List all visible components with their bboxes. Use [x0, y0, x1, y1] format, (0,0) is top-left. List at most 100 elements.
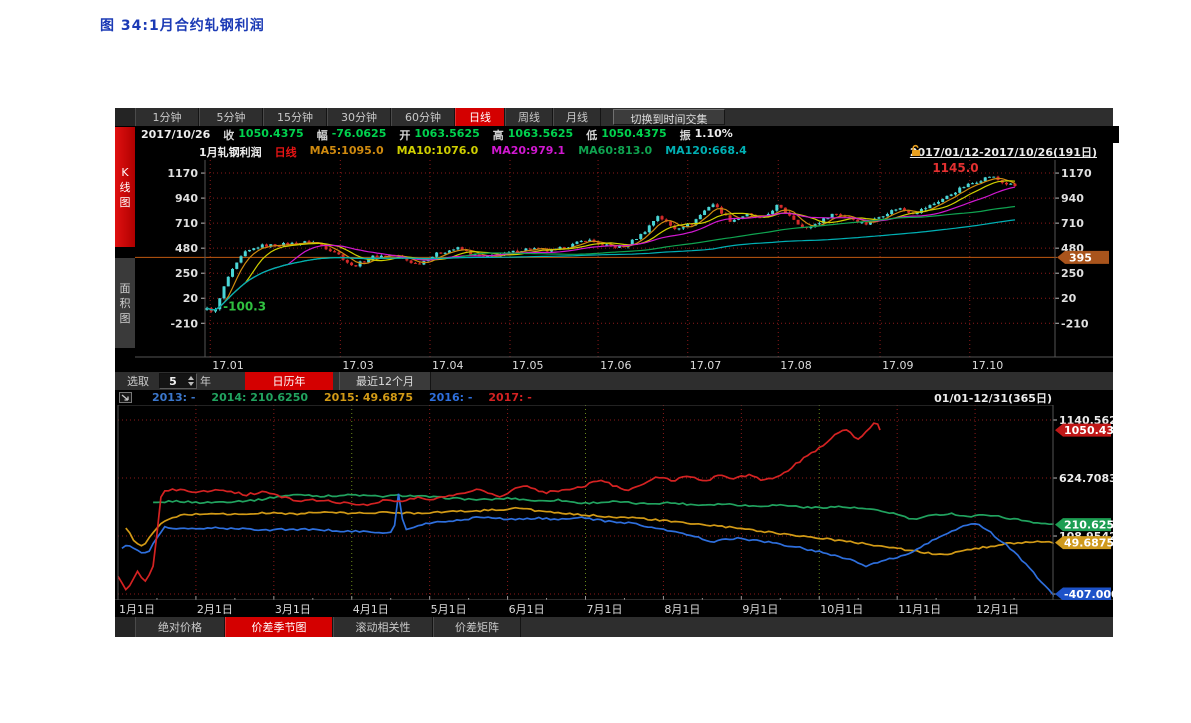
tabbar-spacer [115, 617, 135, 637]
period-tab-日线[interactable]: 日线 [455, 108, 505, 126]
candlestick-legend: 1月轧钢利润 日线 MA5:1095.0 MA10:1076.0 MA20:979.1 M… [199, 144, 747, 160]
view-tab-价差季节图[interactable]: 价差季节图 [225, 617, 333, 637]
xtick-17.04: 17.04 [432, 359, 464, 372]
period-tab-15分钟[interactable]: 15分钟 [263, 108, 327, 126]
high-value: 1063.5625 [507, 126, 574, 140]
candlestick-xaxis: 17.01 17.03 17.04 17.05 17.06 17.07 17.08 17.09… [135, 358, 1113, 372]
period-tab-周线[interactable]: 周线 [505, 108, 553, 126]
years-value: 5 [169, 374, 177, 388]
month-tick-7: 7月1日 [586, 603, 623, 616]
svg-text:624.7083: 624.7083 [1059, 472, 1113, 485]
recent-12-months-button[interactable]: 最近12个月 [339, 372, 431, 390]
svg-text:710: 710 [175, 217, 198, 230]
month-tick-4: 4月1日 [352, 603, 389, 616]
month-tick-5: 5月1日 [430, 603, 467, 616]
period-tab-1分钟[interactable]: 1分钟 [135, 108, 199, 126]
calendar-year-button[interactable]: 日历年 [245, 372, 333, 390]
xtick-17.01: 17.01 [212, 359, 244, 372]
xtick-17.09: 17.09 [882, 359, 914, 372]
month-tick-3: 3月1日 [274, 603, 311, 616]
svg-text:-210: -210 [170, 317, 198, 330]
svg-text:395: 395 [1069, 251, 1092, 264]
svg-text:940: 940 [1061, 192, 1084, 205]
change-value: -76.0625 [331, 126, 387, 140]
select-label: 选取 [127, 375, 149, 388]
svg-text:1170: 1170 [1061, 167, 1092, 180]
quote-date: 2017/10/26 [141, 128, 211, 141]
view-tabbar: 绝对价格 价差季节图 滚动相关性 价差矩阵 [115, 617, 1113, 637]
close-value: 1050.4375 [238, 126, 304, 140]
svg-text:-407.000: -407.000 [1064, 588, 1113, 600]
xtick-17.06: 17.06 [600, 359, 632, 372]
amplitude-value: 1.10% [694, 126, 733, 140]
svg-text:49.6875: 49.6875 [1064, 537, 1113, 550]
svg-text:1170: 1170 [167, 167, 198, 180]
date-range-link[interactable]: 2017/01/12-2017/10/26(191日) [909, 146, 1097, 159]
xtick-17.05: 17.05 [512, 359, 544, 372]
xtick-17.10: 17.10 [971, 359, 1004, 372]
period-tab-5分钟[interactable]: 5分钟 [199, 108, 263, 126]
svg-text:20: 20 [1061, 292, 1077, 305]
amplitude-label: 振 [679, 128, 691, 142]
period-tab-30分钟[interactable]: 30分钟 [327, 108, 391, 126]
year-legend-2: 2015: 49.6875 [324, 391, 413, 404]
month-tick-1: 1月1日 [119, 603, 155, 616]
switch-time-intersection-button[interactable]: 切换到时间交集 [613, 109, 725, 126]
seasonal-chart-area: 1140.562624.7083108.95421050.43210.62504… [115, 405, 1113, 600]
quote-infobar: 2017/10/26 收 1050.4375 幅 -76.0625 开 1063.56… [135, 126, 1119, 143]
month-tick-10: 10月1日 [820, 603, 864, 616]
ma-label-0: MA5:1095.0 [309, 144, 384, 157]
open-label: 开 [399, 128, 411, 142]
svg-text:480: 480 [175, 242, 198, 255]
svg-text:250: 250 [175, 267, 198, 280]
svg-text:250: 250 [1061, 267, 1084, 280]
month-tick-2: 2月1日 [196, 603, 233, 616]
stepper-up-icon[interactable] [187, 376, 194, 380]
expand-icon[interactable] [119, 392, 132, 403]
ma-label-2: MA20:979.1 [491, 144, 566, 157]
unlock-icon[interactable] [910, 144, 922, 157]
period-label: 日线 [274, 146, 297, 159]
month-tick-12: 12月1日 [976, 603, 1020, 616]
seasonal-plot[interactable]: 1140.562624.7083108.95421050.43210.62504… [115, 405, 1113, 600]
low-value: 1050.4375 [601, 126, 667, 140]
year-legend-4: 2017: - [488, 391, 532, 404]
svg-text:710: 710 [1061, 217, 1084, 230]
period-tabbar: 1分钟 5分钟 15分钟 30分钟 60分钟 日线 周线 月线 切换到时间交集 [115, 108, 1113, 126]
tabbar-spacer [115, 108, 135, 126]
period-tab-月线[interactable]: 月线 [553, 108, 601, 126]
year-legend-1: 2014: 210.6250 [211, 391, 309, 404]
period-tab-60分钟[interactable]: 60分钟 [391, 108, 455, 126]
trading-app-window: 1分钟 5分钟 15分钟 30分钟 60分钟 日线 周线 月线 切换到时间交集 2017/10… [115, 108, 1119, 637]
xtick-17.07: 17.07 [689, 359, 722, 372]
view-tab-绝对价格[interactable]: 绝对价格 [135, 617, 225, 637]
svg-text:-210: -210 [1061, 317, 1089, 330]
svg-text:-100.3: -100.3 [223, 299, 266, 313]
seasonal-range-label: 01/01-12/31(365日) [934, 391, 1052, 405]
sidebar-tab-面积图[interactable]: 面积图 [115, 258, 135, 348]
close-label: 收 [223, 128, 235, 142]
xtick-17.08: 17.08 [780, 359, 812, 372]
change-label: 幅 [316, 128, 328, 142]
month-tick-9: 9月1日 [742, 603, 779, 616]
ma-label-3: MA60:813.0 [578, 144, 653, 157]
svg-text:210.6250: 210.6250 [1064, 519, 1113, 532]
years-stepper[interactable]: 5 [159, 373, 197, 389]
svg-text:1145.0: 1145.0 [932, 161, 978, 175]
seasonal-xaxis: 1月1日 2月1日 3月1日 4月1日 5月1日 6月1日 7月1日 8月1日 9月1日 10月1… [115, 600, 1113, 617]
view-tab-价差矩阵[interactable]: 价差矩阵 [433, 617, 521, 637]
xtick-17.03: 17.03 [342, 359, 374, 372]
date-range-wrap: 2017/01/12-2017/10/26(191日) [910, 144, 1097, 160]
view-tab-滚动相关性[interactable]: 滚动相关性 [333, 617, 433, 637]
year-legend-0: 2013: - [152, 391, 196, 404]
stepper-down-icon[interactable] [187, 382, 194, 386]
seasonal-toolbar: 选取 5 年 日历年 最近12个月 [115, 372, 1113, 390]
chart-title: 1月轧钢利润 [199, 146, 262, 159]
low-label: 低 [586, 128, 598, 142]
high-label: 高 [492, 128, 504, 142]
seasonal-header: 2013: - 2014: 210.6250 2015: 49.6875 2016: … [115, 390, 1113, 405]
